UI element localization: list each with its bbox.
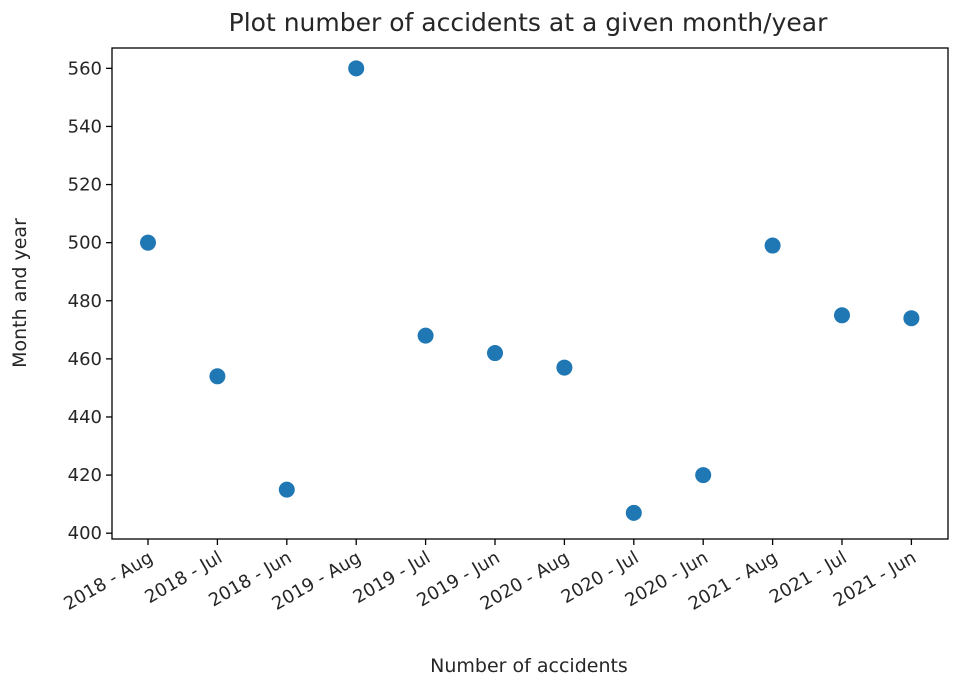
y-tick-label: 460 (68, 349, 102, 370)
data-point (278, 481, 295, 498)
data-point (695, 467, 712, 484)
chart-title: Plot number of accidents at a given mont… (229, 8, 828, 37)
data-point (903, 310, 920, 327)
x-axis-label: Number of accidents (430, 655, 628, 677)
y-tick-label: 520 (68, 175, 102, 196)
data-point (417, 327, 434, 344)
y-tick-label: 500 (68, 233, 102, 254)
data-point (140, 234, 156, 251)
data-point (834, 307, 850, 324)
y-tick-label: 480 (68, 291, 102, 312)
data-point (209, 368, 226, 385)
data-point (348, 60, 365, 77)
plot-frame (111, 47, 949, 540)
data-point (487, 345, 503, 362)
y-tick-label: 560 (68, 58, 102, 79)
data-point (764, 237, 781, 254)
x-tick-label: 2018 - Aug (60, 547, 156, 615)
y-axis: 400 420 440 460 480 500 520 540 560 (68, 58, 112, 544)
y-tick-label: 400 (68, 523, 102, 544)
y-tick-label: 420 (68, 465, 102, 486)
data-points (140, 60, 920, 521)
y-tick-label: 440 (68, 407, 102, 428)
data-point (556, 359, 573, 376)
y-tick-label: 540 (68, 116, 102, 137)
data-point (625, 504, 642, 521)
y-axis-label: Month and year (9, 218, 31, 368)
